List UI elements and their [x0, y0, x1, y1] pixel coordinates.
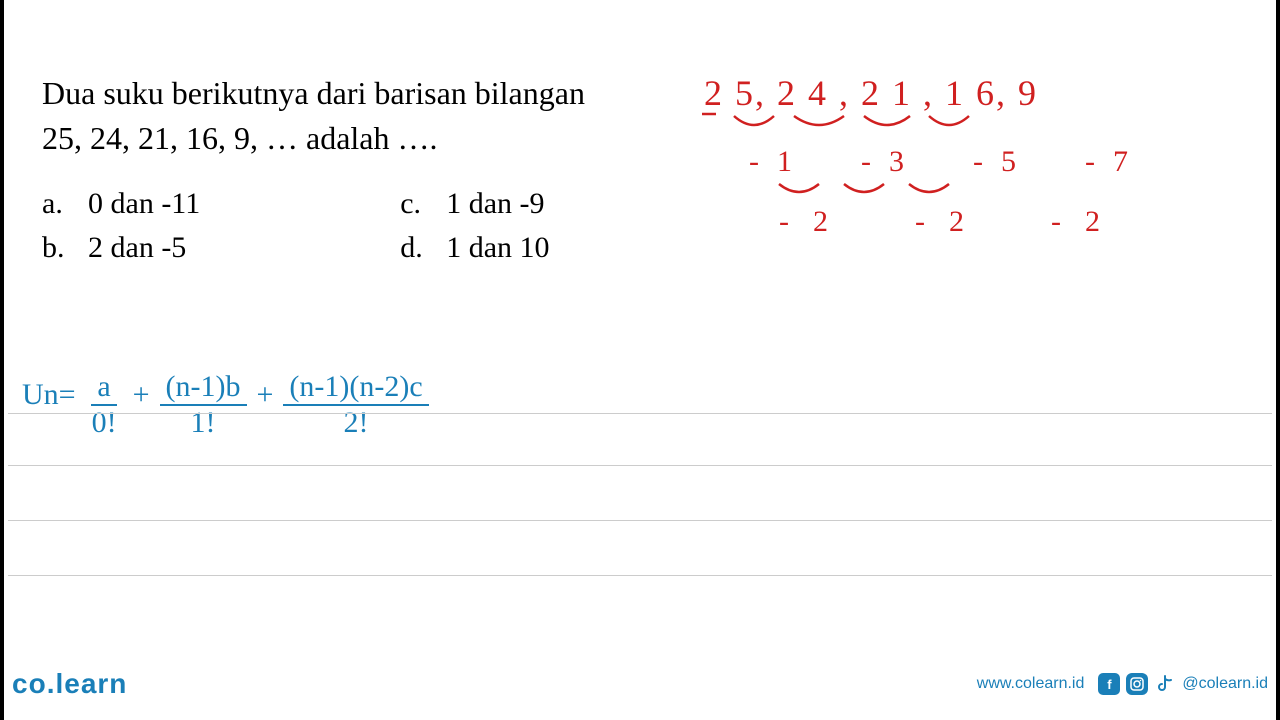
first-differences: -1 -3 -5 -7 — [749, 145, 1146, 179]
plus-1: + — [133, 370, 150, 412]
formula-term-1-den: 0! — [86, 406, 123, 440]
option-d-letter: d. — [400, 231, 428, 265]
footer-url: www.colearn.id — [977, 675, 1085, 693]
diff1-2: -5 — [973, 145, 1034, 178]
diff1-3: -7 — [1085, 145, 1146, 178]
diff1-1: -3 — [861, 145, 922, 178]
ruled-line — [8, 520, 1272, 521]
plus-2: + — [257, 370, 274, 412]
formula-term-3-num: (n-1)(n-2)c — [283, 370, 428, 406]
footer-right: www.colearn.id f @colearn.id — [977, 673, 1268, 695]
diff1-0: -1 — [749, 145, 810, 178]
option-a-text: 0 dan -11 — [88, 187, 200, 221]
ruled-line — [8, 413, 1272, 414]
diff2-0: -2 — [779, 205, 852, 238]
option-a: a. 0 dan -11 — [42, 187, 200, 221]
options-col-left: a. 0 dan -11 b. 2 dan -5 — [42, 187, 200, 265]
formula: Un= a 0! + (n-1)b 1! + (n-1)(n-2)c 2! — [22, 370, 433, 440]
logo: co.learn — [12, 668, 127, 700]
social-handle: @colearn.id — [1182, 675, 1268, 693]
formula-term-3-den: 2! — [338, 406, 375, 440]
option-c: c. 1 dan -9 — [400, 187, 549, 221]
option-a-letter: a. — [42, 187, 70, 221]
formula-term-2: (n-1)b 1! — [160, 370, 247, 440]
formula-label: Un= — [22, 370, 76, 412]
options-grid: a. 0 dan -11 b. 2 dan -5 c. 1 dan -9 d. … — [42, 187, 682, 265]
diff2-1: -2 — [915, 205, 988, 238]
question-block: Dua suku berikutnya dari barisan bilanga… — [42, 75, 682, 265]
ruled-line — [8, 575, 1272, 576]
formula-term-2-den: 1! — [185, 406, 222, 440]
tiktok-icon — [1154, 673, 1176, 695]
formula-term-1-num: a — [91, 370, 116, 406]
option-b-letter: b. — [42, 231, 70, 265]
option-c-letter: c. — [400, 187, 428, 221]
formula-term-2-num: (n-1)b — [160, 370, 247, 406]
option-b: b. 2 dan -5 — [42, 231, 200, 265]
formula-term-1: a 0! — [86, 370, 123, 440]
social-icons: f @colearn.id — [1098, 673, 1268, 695]
options-col-right: c. 1 dan -9 d. 1 dan 10 — [400, 187, 549, 265]
ruled-line — [8, 465, 1272, 466]
handwritten-sequence: 2 5, 2 4 , 2 1 , 1 6, 9 — [704, 72, 1038, 114]
option-c-text: 1 dan -9 — [446, 187, 544, 221]
instagram-icon — [1126, 673, 1148, 695]
logo-part1: co — [12, 668, 47, 699]
difference-arcs-row2 — [774, 180, 974, 208]
facebook-label: f — [1107, 677, 1111, 692]
option-b-text: 2 dan -5 — [88, 231, 186, 265]
footer: co.learn www.colearn.id f @colearn.id — [12, 668, 1268, 700]
question-line-2: 25, 24, 21, 16, 9, … adalah …. — [42, 120, 682, 157]
option-d: d. 1 dan 10 — [400, 231, 549, 265]
question-line-1: Dua suku berikutnya dari barisan bilanga… — [42, 75, 682, 112]
formula-term-3: (n-1)(n-2)c 2! — [283, 370, 428, 440]
option-d-text: 1 dan 10 — [446, 231, 549, 265]
logo-part2: learn — [55, 668, 127, 699]
facebook-icon: f — [1098, 673, 1120, 695]
second-differences: -2 -2 -2 — [779, 205, 1124, 239]
diff2-2: -2 — [1051, 205, 1124, 238]
difference-arcs-row1 — [724, 112, 984, 142]
